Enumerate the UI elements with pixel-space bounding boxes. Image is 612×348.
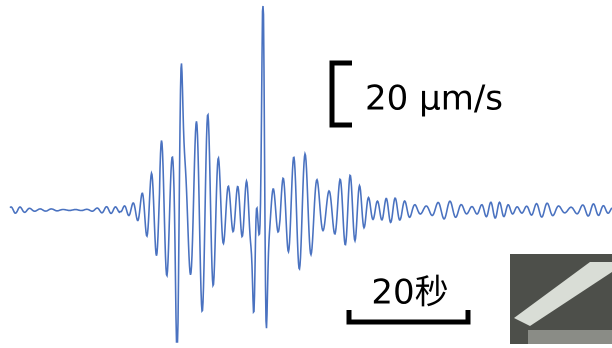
photo bbox=[510, 254, 612, 344]
amplitude-scale-label: 20 μm/s bbox=[365, 79, 503, 119]
time-scale-label: 20秒 bbox=[371, 273, 448, 313]
seismogram-figure: 20 μm/s 20秒 bbox=[0, 0, 612, 344]
amplitude-scale-bar bbox=[332, 63, 352, 125]
photo-object bbox=[528, 330, 612, 344]
